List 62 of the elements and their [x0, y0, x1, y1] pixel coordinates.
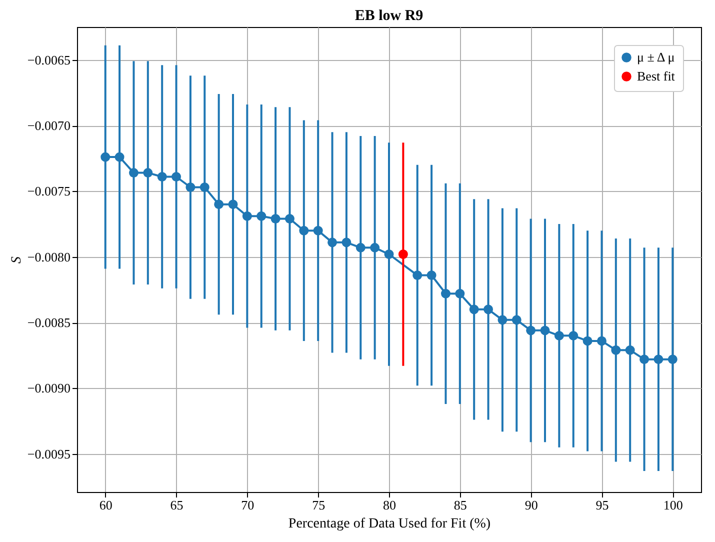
- x-tick-label: 70: [241, 498, 254, 512]
- point: [484, 304, 494, 314]
- x-tick-label: 80: [383, 498, 396, 512]
- x-tick-label: 60: [99, 498, 112, 512]
- point: [596, 336, 606, 346]
- point: [242, 211, 252, 221]
- point: [186, 182, 196, 192]
- point: [512, 315, 522, 325]
- chart-title: EB low R9: [354, 8, 424, 24]
- point: [582, 336, 592, 346]
- point: [128, 168, 138, 178]
- point: [568, 330, 578, 340]
- point: [426, 270, 436, 280]
- y-tick-label: −0.0090: [27, 380, 70, 396]
- point: [370, 242, 380, 252]
- point: [228, 200, 238, 210]
- point: [640, 354, 650, 364]
- point: [384, 250, 394, 259]
- x-tick-label: 75: [312, 498, 326, 512]
- point: [200, 182, 210, 192]
- point: [554, 330, 564, 340]
- point: [526, 326, 536, 336]
- point: [412, 270, 422, 280]
- point: [440, 288, 450, 298]
- point: [100, 152, 110, 162]
- x-tick-label: 95: [596, 498, 609, 512]
- point: [157, 172, 167, 182]
- point: [284, 214, 294, 224]
- point: [172, 172, 182, 182]
- point: [540, 326, 550, 336]
- x-tick-label: 65: [170, 498, 184, 512]
- point: [256, 211, 266, 221]
- x-tick-label: 85: [454, 498, 467, 512]
- point: [625, 345, 635, 355]
- point: [342, 238, 352, 248]
- point: [328, 238, 338, 248]
- point: [611, 345, 621, 355]
- point: [143, 168, 153, 178]
- y-tick-label: −0.0080: [27, 249, 70, 264]
- legend-label: μ ± Δ μ: [637, 50, 675, 64]
- point: [654, 354, 664, 364]
- x-axis-title: Percentage of Data Used for Fit (%): [288, 516, 491, 532]
- point: [398, 250, 408, 259]
- y-tick-label: −0.0065: [27, 52, 70, 68]
- y-tick-label: −0.0070: [27, 118, 70, 134]
- point: [455, 288, 465, 298]
- y-axis-title: S: [9, 256, 24, 264]
- x-tick-label: 100: [663, 498, 683, 512]
- y-tick-label: −0.0075: [27, 184, 70, 199]
- point: [668, 354, 678, 364]
- point: [214, 200, 224, 210]
- point: [270, 214, 280, 224]
- x-tick-label: 90: [524, 498, 538, 512]
- point: [356, 242, 366, 252]
- point: [313, 226, 323, 236]
- point: [299, 226, 309, 236]
- point: [114, 152, 124, 162]
- point: [498, 315, 508, 325]
- y-tick-label: −0.0095: [27, 446, 70, 462]
- point: [469, 304, 479, 314]
- y-tick-label: −0.0085: [27, 315, 70, 330]
- legend-label: Best fit: [637, 68, 676, 84]
